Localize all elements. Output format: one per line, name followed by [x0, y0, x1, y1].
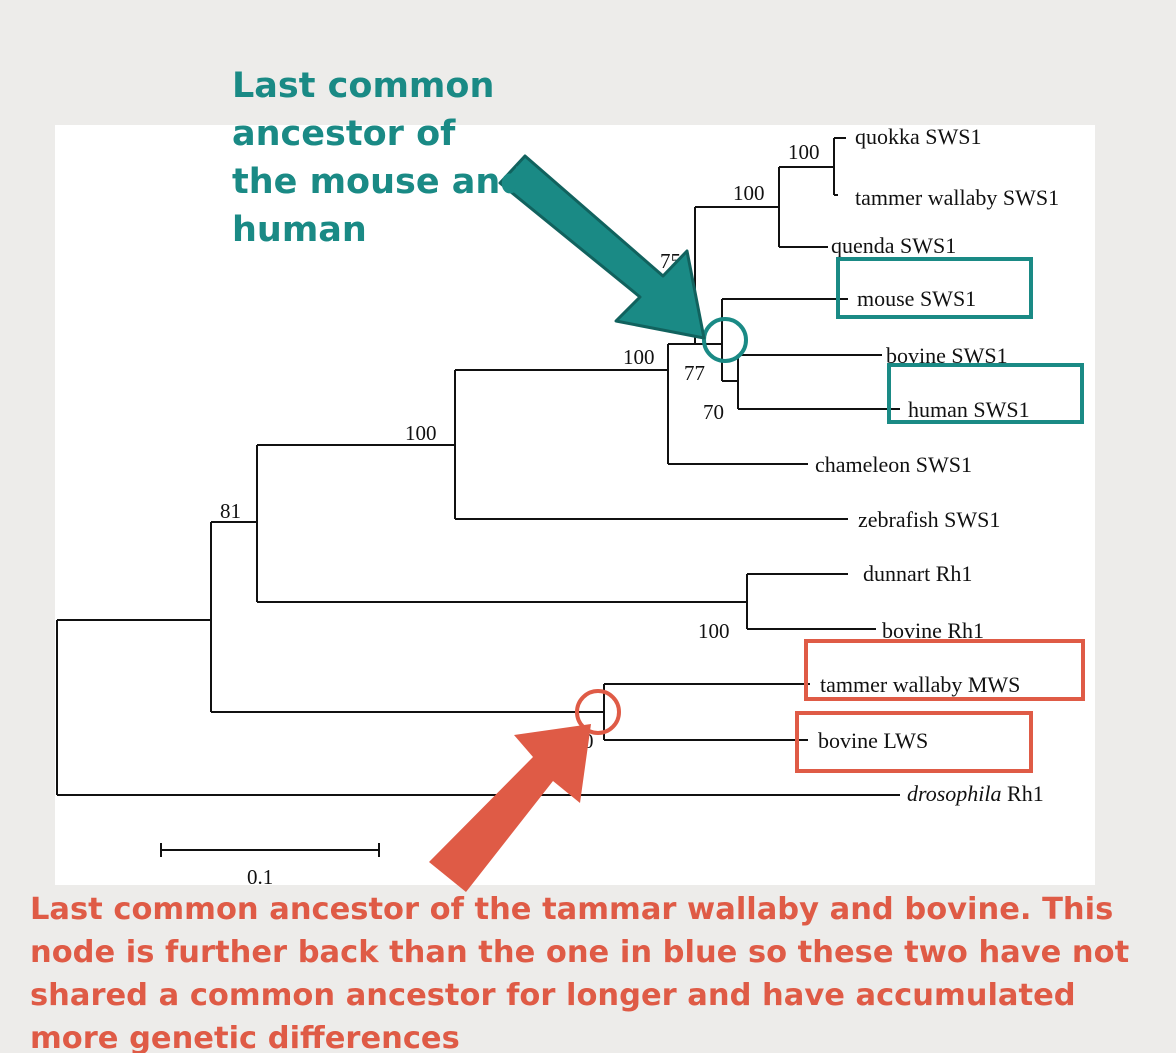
wallaby-bovine-annotation: Last common ancestor of the tammar walla… [30, 892, 1130, 1053]
bootstrap-label: 100 [698, 619, 730, 643]
taxon-label: bovine LWS [818, 728, 928, 753]
bootstrap-label: 77 [684, 361, 705, 385]
human-highlight-box [887, 363, 1084, 424]
bootstrap-label: 81 [220, 499, 241, 523]
bootstrap-values: 100 100 75 100 77 70 100 81 100 0 [220, 140, 820, 753]
mouse-human-node-circle [702, 317, 748, 363]
bootstrap-label: 100 [405, 421, 437, 445]
taxon-label: tammer wallaby MWS [820, 672, 1020, 697]
taxon-label: tammer wallaby SWS1 [855, 185, 1059, 210]
wallaby-bovine-node-circle [575, 689, 621, 735]
taxon-label: chameleon SWS1 [815, 452, 972, 477]
taxon-label: human SWS1 [908, 397, 1030, 422]
taxon-label: mouse SWS1 [857, 286, 976, 311]
taxa-labels: quokka SWS1 tammer wallaby SWS1 quenda S… [815, 124, 1059, 806]
red-arrow-icon [429, 724, 591, 892]
mouse-human-annotation: Last common ancestor of the mouse and hu… [232, 66, 526, 250]
bovine-lws-highlight-box [795, 711, 1033, 773]
taxon-label: zebrafish SWS1 [858, 507, 1000, 532]
tree-branches [56, 137, 900, 857]
teal-arrow-icon [498, 154, 706, 340]
taxon-label: drosophila Rh1 [907, 781, 1044, 806]
taxon-label: dunnart Rh1 [863, 561, 972, 586]
scale-label: 0.1 [247, 865, 273, 889]
taxon-label: bovine Rh1 [882, 618, 984, 643]
taxon-label: quenda SWS1 [831, 233, 956, 258]
wallaby-mws-highlight-box [804, 639, 1085, 701]
red-highlights [575, 639, 1085, 773]
taxon-label: quokka SWS1 [855, 124, 982, 149]
mouse-highlight-box [836, 257, 1033, 319]
bootstrap-label: 100 [733, 181, 765, 205]
teal-highlights [702, 257, 1084, 424]
bootstrap-label: 70 [703, 400, 724, 424]
bootstrap-label: 100 [623, 345, 655, 369]
bootstrap-label: 100 [788, 140, 820, 164]
